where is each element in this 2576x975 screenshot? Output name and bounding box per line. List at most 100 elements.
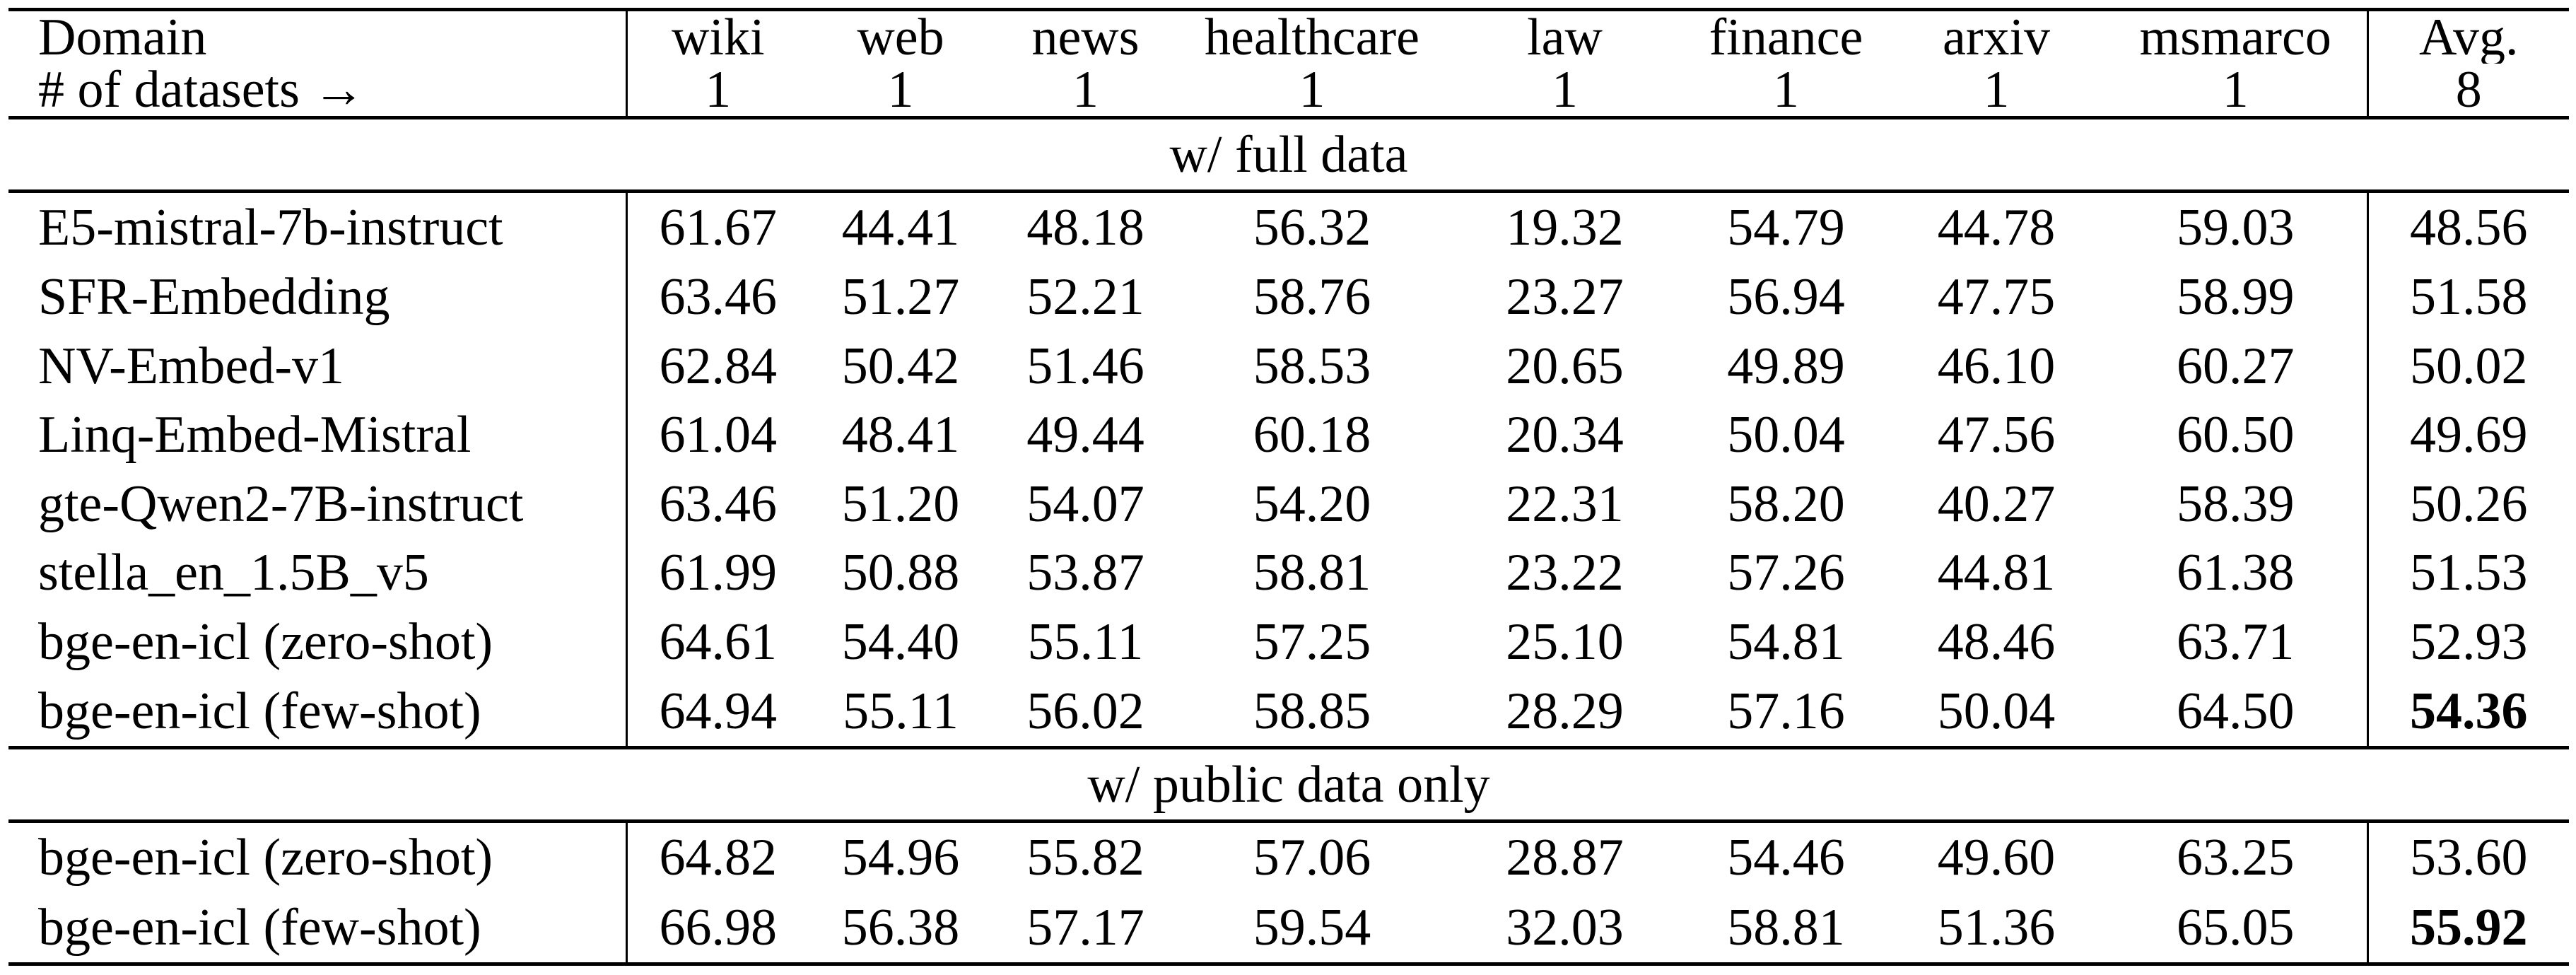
column-header-avg: Avg. [2366, 9, 2569, 64]
dataset-count-row-label: # of datasets → [8, 64, 628, 119]
score-cell: 56.94 [1727, 268, 1845, 327]
score-cell: 46.10 [1937, 337, 2056, 395]
score-cell: 63.71 [2177, 612, 2295, 671]
score-cell: 58.99 [2177, 268, 2295, 327]
score-cell: 59.03 [2177, 199, 2295, 257]
score-cell: 44.81 [1937, 544, 2056, 602]
column-header-domain: Domain [8, 9, 628, 64]
score-cell: 25.10 [1506, 612, 1624, 671]
model-name-cell: bge-en-icl (few-shot) [8, 676, 628, 750]
dataset-count: 1 [993, 64, 1178, 119]
model-name-cell: stella_en_1.5B_v5 [8, 538, 628, 608]
score-cell: 32.03 [1446, 892, 1684, 966]
score-cell: 59.54 [1178, 892, 1446, 966]
table-row: SFR-Embedding 63.46 51.27 52.21 58.76 23.27 5… [8, 262, 2569, 332]
dataset-count: 1 [809, 64, 993, 119]
score-cell: 50.42 [841, 337, 960, 395]
model-name-cell: bge-en-icl (few-shot) [8, 892, 628, 966]
score-cell: 64.61 [659, 612, 778, 671]
dataset-count: 1 [626, 64, 809, 119]
table-row: bge-en-icl (zero-shot) 64.82 54.96 55.82 57… [8, 821, 2569, 893]
score-cell: 63.46 [659, 268, 778, 327]
score-cell: 57.25 [1253, 612, 1371, 671]
dataset-count: 1 [1888, 64, 2104, 119]
table-row: bge-en-icl (few-shot) 64.94 55.11 56.02 58.… [8, 676, 2569, 750]
score-cell: 51.27 [841, 268, 960, 327]
score-cell: 48.18 [1026, 199, 1144, 257]
score-cell: 54.20 [1253, 474, 1371, 533]
column-header-msmarco: msmarco [2139, 9, 2331, 64]
score-cell: 57.17 [993, 892, 1178, 966]
score-cell: 66.98 [626, 892, 809, 966]
score-cell: 53.87 [1026, 544, 1144, 602]
score-cell: 58.39 [2177, 474, 2295, 533]
results-table: Domain wiki web news healthcare law fina… [8, 8, 2569, 966]
score-cell: 63.46 [659, 474, 778, 533]
score-cell: 55.11 [1027, 612, 1144, 671]
score-cell: 54.40 [841, 612, 960, 671]
score-cell: 19.32 [1506, 199, 1624, 257]
score-cell: 64.94 [626, 676, 809, 750]
score-cell: 61.67 [659, 199, 778, 257]
score-cell: 49.60 [1937, 829, 2056, 887]
score-cell: 49.44 [1026, 406, 1144, 465]
model-name-cell: SFR-Embedding [8, 262, 628, 332]
column-header-news: news [1031, 9, 1140, 64]
score-cell: 61.99 [659, 544, 778, 602]
table-row: E5-mistral-7b-instruct 61.67 44.41 48.18 56… [8, 191, 2569, 263]
score-cell: 54.07 [1026, 474, 1144, 533]
section-title: w/ public data only [8, 747, 2569, 824]
score-cell: 48.46 [1937, 612, 2056, 671]
score-cell: 57.16 [1684, 676, 1888, 750]
score-cell: 65.05 [2104, 892, 2367, 966]
score-cell: 58.85 [1178, 676, 1446, 750]
score-cell: 51.20 [841, 474, 960, 533]
header-row-domains: Domain wiki web news healthcare law fina… [8, 9, 2569, 64]
column-header-finance: finance [1709, 9, 1863, 64]
score-cell: 54.81 [1727, 612, 1845, 671]
score-cell: 58.53 [1253, 337, 1371, 395]
score-cell: 44.78 [1937, 199, 2056, 257]
score-cell: 61.38 [2177, 544, 2295, 602]
table-row: bge-en-icl (zero-shot) 64.61 54.40 55.11 57… [8, 607, 2569, 677]
score-cell: 58.81 [1253, 544, 1371, 602]
avg-score-cell: 51.58 [2366, 262, 2569, 332]
table-row: gte-Qwen2-7B-instruct 63.46 51.20 54.07 54.… [8, 469, 2569, 539]
dataset-count: 1 [1178, 64, 1446, 119]
model-name-cell: bge-en-icl (zero-shot) [8, 821, 628, 893]
dataset-count-avg: 8 [2366, 64, 2569, 119]
score-cell: 51.46 [1026, 337, 1144, 395]
table-row: stella_en_1.5B_v5 61.99 50.88 53.87 58.81 23… [8, 538, 2569, 608]
section-header-row: w/ public data only [8, 747, 2569, 824]
model-name-cell: gte-Qwen2-7B-instruct [8, 469, 628, 539]
score-cell: 64.50 [2104, 676, 2367, 750]
avg-score-cell: 50.02 [2366, 332, 2569, 401]
avg-score-cell: 48.56 [2366, 191, 2569, 263]
score-cell: 22.31 [1506, 474, 1624, 533]
score-cell: 61.04 [659, 406, 778, 465]
score-cell: 54.96 [841, 829, 960, 887]
score-cell: 58.81 [1684, 892, 1888, 966]
model-name-cell: E5-mistral-7b-instruct [8, 191, 628, 263]
score-cell: 52.21 [1026, 268, 1144, 327]
score-cell: 63.25 [2177, 829, 2295, 887]
score-cell: 64.82 [659, 829, 778, 887]
score-cell: 40.27 [1937, 474, 2056, 533]
score-cell: 50.04 [1727, 406, 1845, 465]
score-cell: 57.26 [1727, 544, 1845, 602]
score-cell: 28.87 [1506, 829, 1624, 887]
avg-score-cell: 55.92 [2366, 892, 2569, 966]
avg-score-cell: 49.69 [2366, 400, 2569, 470]
score-cell: 56.32 [1253, 199, 1371, 257]
dataset-count: 1 [1684, 64, 1888, 119]
score-cell: 28.29 [1446, 676, 1684, 750]
score-cell: 47.75 [1937, 268, 2056, 327]
score-cell: 55.11 [809, 676, 993, 750]
score-cell: 23.22 [1506, 544, 1624, 602]
score-cell: 23.27 [1506, 268, 1624, 327]
score-cell: 20.34 [1506, 406, 1624, 465]
score-cell: 50.88 [841, 544, 960, 602]
avg-score-cell: 53.60 [2366, 821, 2569, 893]
score-cell: 54.46 [1727, 829, 1845, 887]
